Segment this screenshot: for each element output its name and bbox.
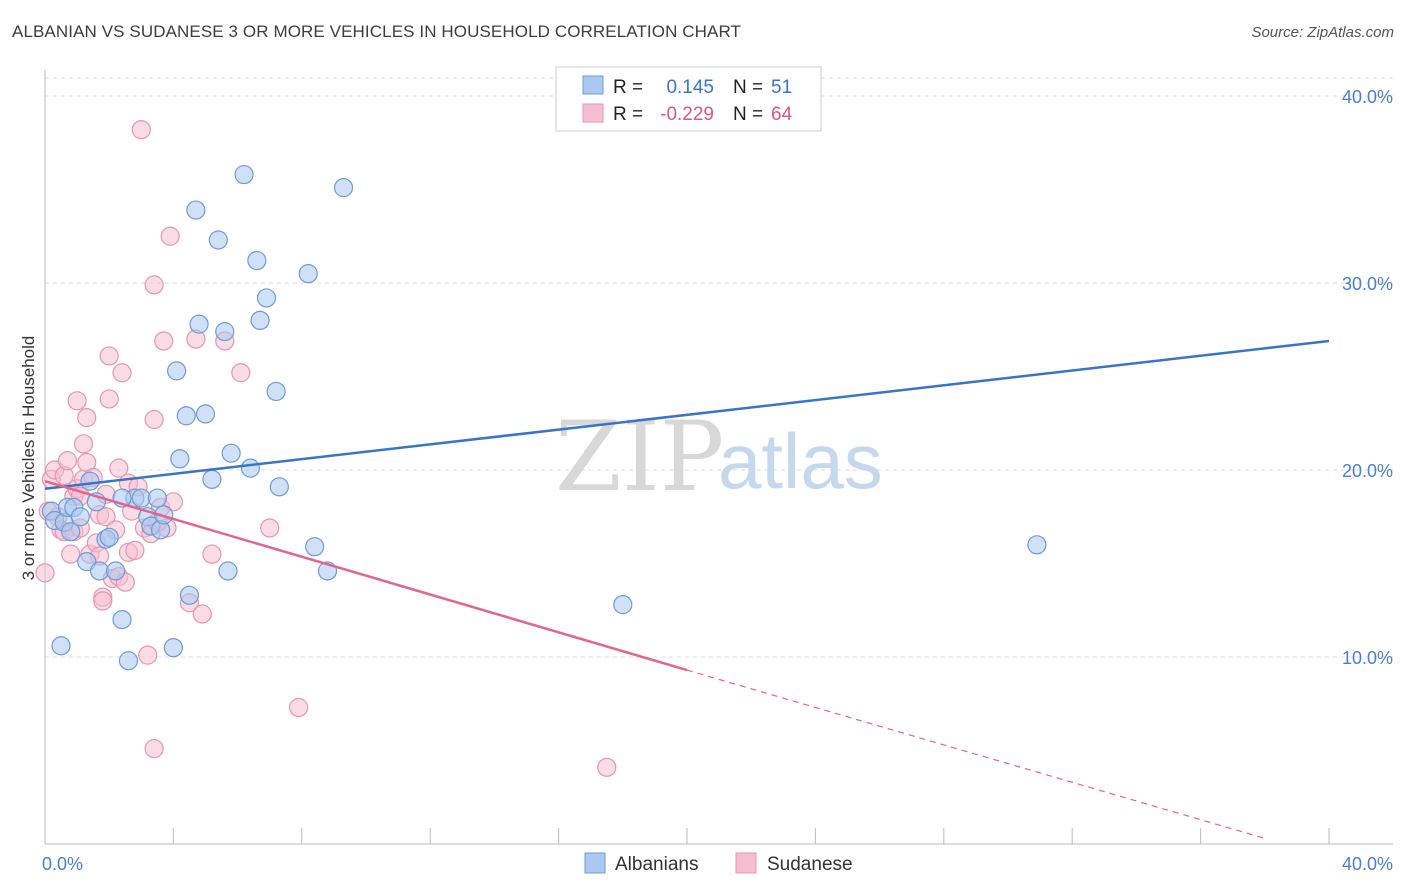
- y-tick-label-20: 20.0%: [1342, 461, 1393, 481]
- watermark-zip: ZIP: [555, 401, 724, 513]
- albanians-point-35: [218, 561, 238, 581]
- albanians-points: [41, 164, 1047, 671]
- albanians-point-43: [269, 477, 289, 497]
- series-legend: Albanians Sudanese: [584, 852, 853, 875]
- y-tick-label-40: 40.0%: [1342, 87, 1393, 107]
- x-tick-label-min: 0.0%: [42, 854, 83, 874]
- sudanese-point-32: [112, 363, 132, 383]
- legend-swatch-albanians: [582, 75, 604, 95]
- x-tick-label-max: 40.0%: [1342, 854, 1393, 874]
- albanians-point-30: [189, 314, 209, 334]
- legend-n-label-1: N =: [733, 77, 763, 98]
- sudanese-point-9: [61, 544, 81, 564]
- sudanese-point-54: [202, 544, 222, 564]
- sudanese-point-15: [73, 434, 94, 454]
- albanians-point-5: [61, 522, 81, 542]
- sudanese-point-26: [96, 507, 116, 527]
- albanians-point-34: [215, 322, 235, 342]
- albanians-point-42: [266, 381, 286, 402]
- sudanese-point-59: [597, 757, 617, 777]
- sudanese-point-41: [138, 645, 158, 665]
- sudanese-point-53: [192, 604, 212, 624]
- sudanese-point-17: [77, 408, 97, 428]
- albanians-point-44: [298, 264, 318, 284]
- y-tick-labels: 10.0% 20.0% 30.0% 40.0%: [1342, 87, 1393, 668]
- sudanese-trend-extension: [686, 669, 1265, 839]
- albanians-point-13: [99, 527, 119, 547]
- sudanese-point-57: [260, 518, 280, 538]
- albanians-point-45: [305, 537, 325, 557]
- legend-n-value-2: 64: [771, 104, 793, 125]
- albanians-point-28: [179, 585, 200, 605]
- albanians-point-7: [70, 507, 90, 527]
- albanians-point-33: [208, 230, 228, 250]
- sudanese-point-63: [109, 458, 129, 478]
- albanians-point-29: [186, 200, 206, 220]
- albanians-point-16: [118, 651, 139, 671]
- sudanese-point-44: [144, 275, 164, 295]
- albanians-point-48: [613, 595, 633, 615]
- albanians-point-32: [202, 469, 222, 489]
- x-axis-ticks: [44, 828, 1330, 844]
- sudanese-point-47: [154, 331, 174, 351]
- chart-title: ALBANIAN VS SUDANESE 3 OR MORE VEHICLES …: [12, 22, 742, 41]
- source-label: Source: ZipAtlas.com: [1251, 24, 1394, 41]
- legend-r-label-2: R =: [613, 104, 643, 125]
- sudanese-point-0: [35, 563, 55, 583]
- albanians-point-31: [195, 404, 216, 424]
- sudanese-point-27: [99, 346, 119, 366]
- albanians-point-38: [240, 458, 261, 478]
- correlation-legend: R = 0.145 N = 51 R = -0.229 N = 64: [555, 66, 822, 132]
- albanians-point-40: [250, 310, 270, 330]
- legend-r-value-1: 0.145: [666, 77, 714, 98]
- albanians-trend-line: [44, 339, 1330, 490]
- y-tick-label-10: 10.0%: [1342, 648, 1393, 668]
- albanians-point-49: [1027, 535, 1047, 555]
- sudanese-point-37: [125, 540, 145, 561]
- legend-r-value-2: -0.229: [660, 104, 714, 125]
- watermark-atlas: atlas: [718, 417, 883, 505]
- sudanese-trend-line: [44, 480, 688, 672]
- sudanese-point-28: [99, 389, 119, 409]
- y-axis-label: 3 or more Vehicles in Household: [19, 336, 38, 581]
- albanians-point-24: [163, 638, 183, 658]
- sudanese-point-49: [160, 226, 180, 246]
- sudanese-points: [35, 120, 617, 777]
- sudanese-point-58: [288, 697, 309, 718]
- albanians-point-26: [170, 449, 190, 469]
- sudanese-point-45: [144, 739, 164, 759]
- albanians-point-36: [221, 443, 241, 463]
- albanians-point-39: [247, 250, 267, 271]
- sudanese-point-8: [57, 451, 78, 471]
- legend-swatch-sudanese: [582, 103, 604, 123]
- albanians-point-27: [176, 406, 196, 426]
- albanians-point-8: [77, 552, 97, 572]
- albanians-point-41: [256, 288, 277, 308]
- albanians-point-18: [131, 488, 151, 508]
- sudanese-point-39: [131, 120, 151, 140]
- sudanese-point-13: [67, 391, 87, 411]
- y-tick-label-30: 30.0%: [1342, 274, 1393, 294]
- sudanese-point-56: [231, 363, 251, 383]
- albanians-point-11: [89, 561, 110, 581]
- albanians-point-21: [147, 488, 167, 508]
- albanians-point-47: [333, 178, 354, 198]
- albanians-point-25: [167, 361, 187, 381]
- series-legend-sudanese: Sudanese: [767, 854, 853, 875]
- legend-n-value-1: 51: [771, 77, 792, 98]
- trend-lines: [44, 339, 1330, 839]
- series-legend-swatch-sudanese: [735, 852, 757, 874]
- legend-n-label-2: N =: [733, 104, 763, 125]
- legend-r-label-1: R =: [613, 77, 643, 98]
- albanians-point-15: [112, 609, 132, 630]
- albanians-point-9: [80, 471, 100, 491]
- sudanese-point-43: [144, 409, 164, 430]
- series-legend-albanians: Albanians: [615, 854, 698, 875]
- albanians-point-37: [234, 164, 254, 185]
- sudanese-point-25: [93, 591, 113, 611]
- albanians-point-14: [106, 561, 126, 581]
- albanians-point-2: [51, 636, 71, 656]
- series-legend-swatch-albanians: [584, 852, 606, 874]
